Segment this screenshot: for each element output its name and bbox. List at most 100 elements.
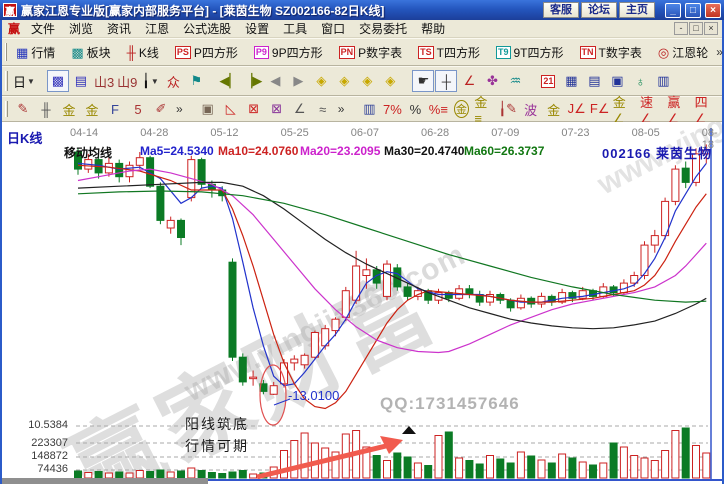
hand-tool[interactable]: ☛ <box>412 70 435 92</box>
box-tool[interactable]: ▣ <box>197 98 219 120</box>
pen-tool[interactable]: ✎ <box>12 98 34 120</box>
four-angle-tool[interactable]: 四∠ <box>694 95 720 126</box>
zoom-out-button[interactable]: ◈ <box>310 70 332 92</box>
quotes-button[interactable]: ▦ 行情 <box>11 42 60 63</box>
header-button-客服[interactable]: 客服 <box>543 2 579 18</box>
fan-box2-tool[interactable]: ⊠ <box>266 98 288 120</box>
grid-lines-tool[interactable]: ╫ <box>35 98 57 120</box>
toolbar-grip[interactable] <box>5 42 7 62</box>
system-button[interactable]: ▥ <box>652 70 674 92</box>
doc-close-button[interactable]: × <box>704 22 718 35</box>
gold-underline-tool[interactable]: 金 <box>543 98 565 120</box>
maximize-button[interactable]: □ <box>685 2 701 18</box>
percent7-tool-icon: 7% <box>382 101 402 117</box>
f-angle-tool[interactable]: F∠ <box>589 98 611 120</box>
header-button-论坛[interactable]: 论坛 <box>581 2 617 18</box>
flag-chart-tool[interactable]: ⚑ <box>185 70 207 92</box>
ma-line-Ma20 <box>77 168 707 354</box>
gold-grid2-tool[interactable]: 金 <box>81 98 103 120</box>
doc-restore-button[interactable]: □ <box>689 22 703 35</box>
web-button[interactable]: ♁ <box>629 70 651 92</box>
volume-bar <box>228 471 237 479</box>
four-angle-tool-icon: 四∠ <box>694 94 708 126</box>
menu-item-帮助[interactable]: 帮助 <box>421 22 446 36</box>
percent-lines-tool[interactable]: %≡ <box>427 98 449 120</box>
menu-item-交易委托[interactable]: 交易委托 <box>359 22 408 36</box>
gold-angle-tool[interactable]: 金∠ <box>612 95 638 126</box>
period-day-dropdown[interactable]: 日 ▼ <box>12 70 36 92</box>
speed-angle-tool[interactable]: 速∠ <box>639 95 665 126</box>
kline-button[interactable]: ╫ K线 <box>122 42 164 63</box>
zoom-in-button[interactable]: ◈ <box>333 70 355 92</box>
9p-square-icon: P9 <box>253 45 269 59</box>
menu-item-窗口[interactable]: 窗口 <box>321 22 346 36</box>
t-square-button[interactable]: TS T四方形 <box>413 42 485 63</box>
next-button[interactable]: ▶ <box>287 70 309 92</box>
crosshair-tool[interactable]: ┼ <box>435 70 458 92</box>
angle-measure-tool[interactable]: ∠ <box>458 70 480 92</box>
p-table-button[interactable]: PN P数字表 <box>334 42 408 63</box>
pen-bars-tool[interactable]: ╽✎ <box>497 98 519 120</box>
wave-lines-tool[interactable]: 波 <box>520 98 542 120</box>
j-angle-tool[interactable]: J∠ <box>566 98 588 120</box>
percent7-tool[interactable]: 7% <box>381 98 403 120</box>
gold-lines-tool[interactable]: 金≡ <box>473 95 495 126</box>
ma-value-label: Ma60=26.3737 <box>464 144 545 158</box>
t-table-button[interactable]: TN T数字表 <box>575 42 647 63</box>
jump-start-button[interactable]: ◀▏ <box>218 70 240 92</box>
zigzag-tool[interactable]: ≈ <box>312 98 334 120</box>
ornament-tool[interactable]: ✤ <box>481 70 503 92</box>
toolbar-grip[interactable] <box>5 100 8 118</box>
gold-circle-tool[interactable]: 金 <box>450 98 472 120</box>
menu-item-设置[interactable]: 设置 <box>245 22 270 36</box>
minimize-button[interactable]: _ <box>665 2 681 18</box>
calculator-button[interactable]: ▦ <box>560 70 582 92</box>
menu-item-资讯[interactable]: 资讯 <box>107 22 132 36</box>
expand-all-button-icon: ◈ <box>385 73 396 88</box>
menu-item-公式选股[interactable]: 公式选股 <box>183 22 232 36</box>
p-square-button[interactable]: PS P四方形 <box>170 42 243 63</box>
gann-wheel-button[interactable]: ◎ 江恩轮 <box>653 42 713 63</box>
gann-grid-tool[interactable]: ▩ <box>46 70 69 92</box>
fan-box-tool[interactable]: ⊠ <box>243 98 265 120</box>
percent-tool[interactable]: % <box>404 98 426 120</box>
win-angle-tool[interactable]: 赢∠ <box>666 95 692 126</box>
toolbar-overflow-chevron[interactable]: » <box>716 45 723 59</box>
gold-grid-tool[interactable]: 金 <box>58 98 80 120</box>
calendar-button[interactable]: 21 <box>537 70 559 92</box>
close-button[interactable]: × <box>705 2 721 18</box>
expand-horizontal-button[interactable]: ◈ <box>356 70 378 92</box>
figures-tool[interactable]: 众 <box>162 70 184 92</box>
f-grid-tool[interactable]: F <box>104 98 126 120</box>
kline-chart-pane[interactable]: 赢家财富 www.yingjia360.com www.yingjia360.c… <box>2 122 722 484</box>
menu-item-文件[interactable]: 文件 <box>31 22 56 36</box>
menu-item-江恩[interactable]: 江恩 <box>145 22 170 36</box>
prev-button[interactable]: ◀ <box>264 70 286 92</box>
gann-fan-tool[interactable]: ◺ <box>220 98 242 120</box>
expand-all-button[interactable]: ◈ <box>379 70 401 92</box>
toolbar-grip[interactable] <box>5 71 8 91</box>
blocks-button[interactable]: ▩ 板块 <box>66 42 115 63</box>
notepad-button[interactable]: ▤ <box>583 70 605 92</box>
header-button-主页[interactable]: 主页 <box>619 2 655 18</box>
angle-lines-tool[interactable]: ∠ <box>289 98 311 120</box>
bars-9-tool[interactable]: 山9 <box>116 70 138 92</box>
doc-minimize-button[interactable]: - <box>674 22 688 35</box>
draw-overflow-chevron-1[interactable]: » <box>176 102 183 116</box>
candle-style-dropdown[interactable]: ╽ ▼ <box>139 70 161 92</box>
date-axis-label: 05-12 <box>210 127 239 139</box>
levels-tool[interactable]: ▥ <box>358 98 380 120</box>
jump-end-button[interactable]: ▕▶ <box>241 70 263 92</box>
menu-item-工具[interactable]: 工具 <box>283 22 308 36</box>
9t-square-button[interactable]: T9 9T四方形 <box>491 42 569 63</box>
pen-grid-tool[interactable]: ✐ <box>150 98 172 120</box>
draw-overflow-chevron-2[interactable]: » <box>337 102 345 116</box>
save-button[interactable]: ▣ <box>606 70 628 92</box>
wave-tool[interactable]: ♒ <box>504 70 526 92</box>
menu-item-浏览[interactable]: 浏览 <box>69 22 94 36</box>
9p-square-button[interactable]: P9 9P四方形 <box>249 42 328 63</box>
notes-tool[interactable]: ▤ <box>70 70 92 92</box>
five-spiral-tool[interactable]: 5 <box>127 98 149 120</box>
bars-3-tool[interactable]: 山3 <box>93 70 115 92</box>
